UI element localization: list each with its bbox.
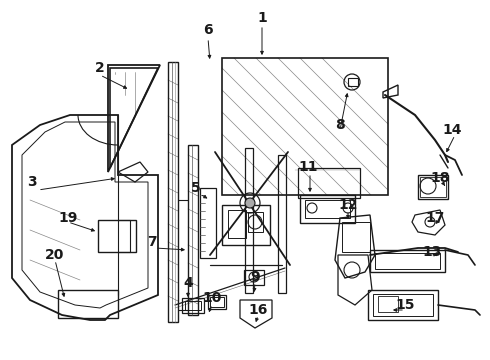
Text: 8: 8 (335, 118, 345, 132)
Text: 12: 12 (338, 198, 358, 212)
Bar (370, 250, 445, 272)
Bar (418, 175, 448, 199)
Bar (222, 205, 270, 245)
Bar (368, 290, 438, 320)
Bar (298, 168, 360, 198)
Text: 19: 19 (58, 211, 78, 225)
Text: 20: 20 (45, 248, 65, 262)
Bar (373, 294, 433, 316)
Text: 17: 17 (425, 211, 445, 225)
Text: 6: 6 (203, 23, 213, 37)
Bar (210, 297, 224, 307)
Bar (182, 298, 204, 313)
Bar (278, 155, 286, 293)
Bar (168, 62, 178, 322)
Text: 13: 13 (422, 245, 441, 259)
Bar (300, 195, 355, 223)
Bar (420, 177, 446, 197)
Bar (375, 253, 440, 269)
Text: 4: 4 (183, 276, 193, 290)
Text: 15: 15 (395, 298, 415, 312)
Bar (305, 200, 350, 218)
Bar (245, 148, 253, 293)
Text: 16: 16 (248, 303, 268, 317)
Bar (244, 270, 264, 285)
Text: 2: 2 (95, 61, 105, 75)
Text: 1: 1 (257, 11, 267, 25)
Bar (342, 222, 370, 252)
Bar (348, 78, 358, 86)
Text: 9: 9 (250, 270, 260, 284)
Bar (58, 290, 118, 318)
Bar (200, 188, 216, 258)
Bar (248, 212, 263, 232)
Circle shape (245, 198, 255, 208)
Bar (98, 220, 136, 252)
Text: 11: 11 (298, 160, 318, 174)
Bar (208, 295, 226, 309)
Text: 14: 14 (442, 123, 462, 137)
Bar (222, 58, 388, 195)
Text: 7: 7 (147, 235, 157, 249)
Bar (185, 301, 201, 310)
Bar (188, 145, 198, 315)
Text: 18: 18 (430, 171, 450, 185)
Text: 5: 5 (191, 181, 201, 195)
Text: 3: 3 (27, 175, 37, 189)
Bar (228, 210, 246, 238)
Text: 10: 10 (202, 291, 221, 305)
